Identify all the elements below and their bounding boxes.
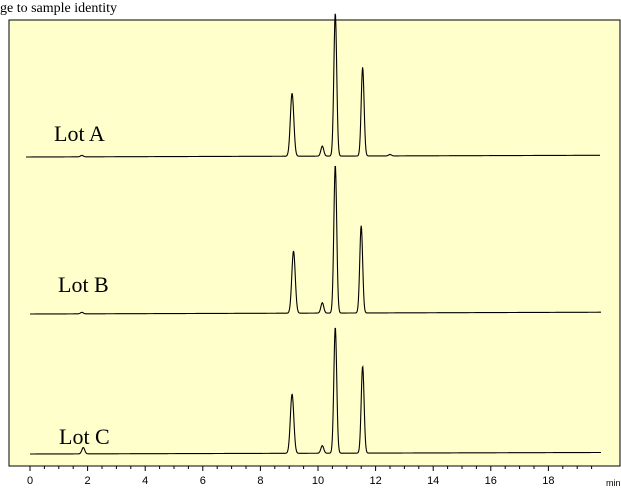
series-line-lot-c xyxy=(30,327,601,455)
series-label-lot-b: Lot B xyxy=(58,272,109,297)
x-tick-label: 14 xyxy=(427,475,439,487)
traces-group xyxy=(26,13,602,455)
x-tick-label: 0 xyxy=(27,475,33,487)
x-tick-label: 8 xyxy=(257,475,263,487)
x-tick-label: 10 xyxy=(312,475,324,487)
x-tick-label: 12 xyxy=(369,475,381,487)
series-label-lot-c: Lot C xyxy=(59,424,110,449)
series-labels-group: Lot A Lot B Lot C xyxy=(54,121,110,449)
series-line-lot-b xyxy=(30,165,602,315)
x-tick-label: 16 xyxy=(485,475,497,487)
x-axis: 0 2 4 6 8 10 12 14 16 18 min xyxy=(9,465,621,488)
caption-text: ge to sample identity xyxy=(0,1,118,16)
series-label-lot-a: Lot A xyxy=(54,121,105,146)
series-line-lot-a xyxy=(26,13,601,158)
plot-area xyxy=(8,19,621,467)
x-tick-label: 2 xyxy=(85,475,91,487)
x-tick-label: 18 xyxy=(542,475,554,487)
x-tick-label: 6 xyxy=(200,475,206,487)
x-tick-label: 4 xyxy=(142,475,148,487)
x-unit-label: min xyxy=(606,478,621,488)
